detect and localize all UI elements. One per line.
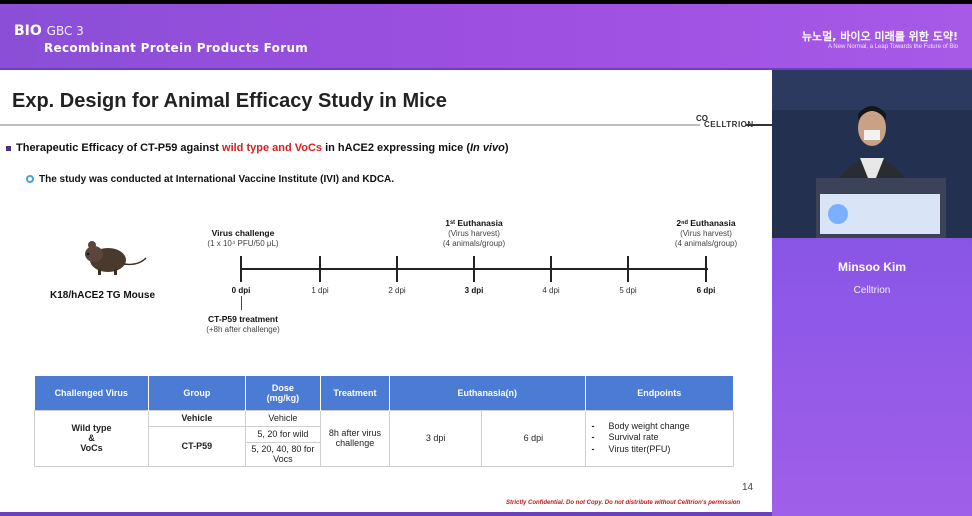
treatment-connector bbox=[241, 296, 242, 310]
treatment-label: CT-P59 treatment (+8h after challenge) bbox=[206, 314, 280, 335]
brand-prefix: CO bbox=[696, 114, 708, 123]
table-row: CT-P59 5, 20 for wild bbox=[35, 425, 734, 467]
table-cell: Vehicle bbox=[147, 409, 246, 427]
col-header: Group bbox=[148, 376, 246, 410]
speaker-organization: Celltrion bbox=[853, 285, 891, 296]
col-header: Dose (mg/kg) bbox=[245, 376, 322, 410]
virus-challenge-dose: (1 x 10⁴ PFU/50 μL) bbox=[207, 239, 279, 249]
endpoint-item: Survival rate bbox=[592, 432, 730, 443]
col-header: Treatment bbox=[320, 376, 390, 410]
table-row: 5, 20, 40, 80 for Vocs bbox=[35, 441, 734, 467]
table-cell: 5, 20 for wild bbox=[244, 425, 322, 443]
celltrion-logo: CO CELLTRION bbox=[696, 114, 772, 130]
endpoint-item: Body weight change bbox=[592, 421, 730, 432]
table-header-row: Challenged Virus Group Dose (mg/kg) Trea… bbox=[34, 376, 735, 410]
bullet1-italic: In vivo bbox=[469, 142, 505, 154]
euthanasia1-line1: (Virus harvest) bbox=[448, 229, 500, 239]
table-cell: 8h after virus challenge bbox=[320, 409, 390, 467]
bullet-primary: Therapeutic Efficacy of CT-P59 against w… bbox=[6, 142, 509, 154]
title-divider bbox=[0, 124, 700, 126]
euthanasia2-label: 2ⁿᵈ Euthanasia (Virus harvest) (4 animal… bbox=[675, 218, 737, 250]
treatment-title: CT-P59 treatment bbox=[208, 314, 278, 324]
dpi-label: 5 dpi bbox=[619, 286, 637, 295]
euthanasia2-line2: (4 animals/group) bbox=[674, 239, 738, 249]
timeline-tick bbox=[705, 256, 707, 282]
col-header: Euthanasia(n) bbox=[389, 376, 586, 410]
event-tagline: 뉴노멀, 바이오 미래를 위한 도약! bbox=[801, 30, 958, 43]
forum-title: Recombinant Protein Products Forum bbox=[44, 41, 309, 55]
timeline-tick bbox=[627, 256, 629, 282]
logo-sub: GBC 3 bbox=[46, 24, 84, 38]
endpoint-item: Virus titer(PFU) bbox=[592, 444, 730, 455]
square-bullet-icon bbox=[6, 145, 11, 151]
speaker-panel: Minsoo Kim Celltrion bbox=[772, 70, 972, 516]
slide-title: Exp. Design for Animal Efficacy Study in… bbox=[12, 90, 447, 112]
page-number: 14 bbox=[742, 482, 754, 493]
timeline-tick bbox=[240, 256, 242, 282]
logo-text: BIO bbox=[14, 23, 42, 39]
table-cell: Vehicle bbox=[244, 409, 322, 427]
event-header: BIO GBC 3 Recombinant Protein Products F… bbox=[0, 0, 972, 68]
table-row: Wild type & VoCs Vehicle Vehicle 8h afte… bbox=[34, 409, 735, 467]
bullet1-text-2: in hACE2 expressing mice ( bbox=[322, 142, 470, 154]
endpoints-cell: Body weight change Survival rate Virus t… bbox=[584, 409, 735, 467]
dpi-label: 1 dpi bbox=[311, 286, 329, 295]
study-design-table: Challenged Virus Group Dose (mg/kg) Trea… bbox=[34, 376, 735, 467]
euthanasia2-title: 2ⁿᵈ Euthanasia bbox=[676, 218, 736, 228]
table-cell: 5, 20, 40, 80 for Vocs bbox=[244, 441, 322, 467]
dpi-label: 2 dpi bbox=[388, 286, 406, 295]
bullet2-text: The study was conducted at International… bbox=[39, 174, 395, 185]
mouse-model-label: K18/hACE2 TG Mouse bbox=[50, 290, 156, 301]
treatment-time: (+8h after challenge) bbox=[206, 325, 280, 335]
timeline-tick bbox=[473, 256, 475, 282]
bullet1-text: Therapeutic Efficacy of CT-P59 against bbox=[16, 142, 223, 154]
timeline-tick bbox=[319, 256, 321, 282]
virus-challenge-label: Virus challenge (1 x 10⁴ PFU/50 μL) bbox=[207, 228, 278, 249]
speaker-name: Minsoo Kim bbox=[838, 260, 906, 274]
presentation-slide: Exp. Design for Animal Efficacy Study in… bbox=[0, 70, 772, 512]
mouse-icon bbox=[85, 241, 147, 275]
timeline-tick bbox=[396, 256, 398, 282]
confidential-notice: Strictly Confidential. Do not Copy. Do n… bbox=[506, 500, 741, 506]
brand-bar bbox=[746, 124, 772, 126]
bullet1-close: ) bbox=[504, 142, 509, 154]
dpi-label: 6 dpi bbox=[696, 286, 716, 295]
virus-challenge-title: Virus challenge bbox=[211, 228, 275, 238]
table-cell: 3 dpi bbox=[388, 409, 483, 467]
table-cell: 6 dpi bbox=[481, 409, 586, 467]
bio-logo: BIO GBC 3 bbox=[14, 24, 84, 38]
euthanasia1-title: 1ˢᵗ Euthanasia bbox=[445, 218, 503, 228]
euthanasia1-label: 1ˢᵗ Euthanasia (Virus harvest) (4 animal… bbox=[443, 218, 505, 250]
table-cell: Wild type & VoCs bbox=[34, 409, 149, 467]
event-tagline-sub: A New Normal, a Leap Towards the Future … bbox=[828, 44, 958, 50]
table-cell: CT-P59 bbox=[147, 425, 246, 467]
euthanasia1-line2: (4 animals/group) bbox=[442, 239, 506, 249]
timeline-tick bbox=[550, 256, 552, 282]
euthanasia2-line1: (Virus harvest) bbox=[680, 229, 732, 239]
col-header: Endpoints bbox=[585, 376, 735, 410]
dpi-label: 4 dpi bbox=[542, 286, 560, 295]
bullet1-highlight: wild type and VoCs bbox=[222, 142, 323, 154]
speaker-video-frame bbox=[772, 70, 972, 238]
dpi-label: 0 dpi bbox=[231, 286, 251, 295]
brand-name: CELLTRION bbox=[704, 120, 754, 129]
dpi-label: 3 dpi bbox=[464, 286, 484, 295]
ring-bullet-icon bbox=[26, 175, 34, 183]
col-header: Challenged Virus bbox=[34, 376, 149, 410]
bullet-secondary: The study was conducted at International… bbox=[26, 174, 394, 185]
speaker-video bbox=[772, 70, 972, 238]
